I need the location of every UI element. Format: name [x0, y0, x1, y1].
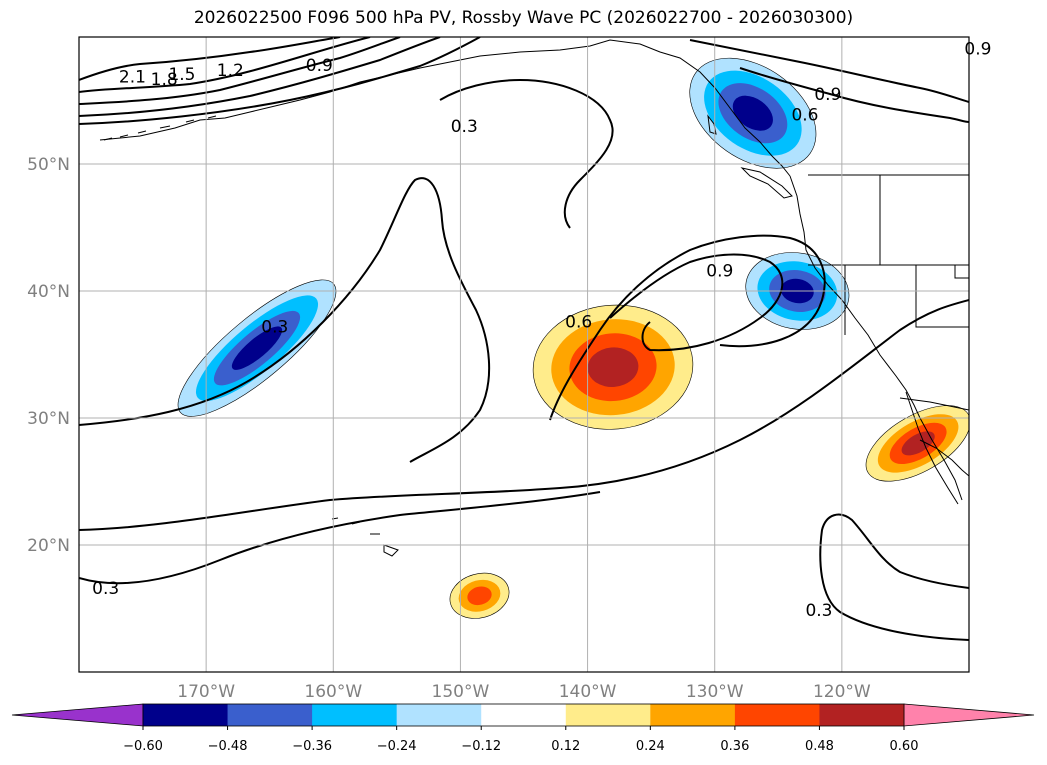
lon-tick-label: 130°W [686, 682, 744, 702]
lat-tick-label: 20°N [27, 536, 70, 556]
contour-0.3-east [819, 513, 969, 641]
colorbar-segment [312, 704, 398, 726]
colorbar-tick-label: −0.24 [377, 739, 417, 754]
contour-label: 0.9 [964, 39, 991, 59]
lon-tick-label: 170°W [177, 682, 235, 702]
lat-tick-label: 30°N [27, 409, 70, 429]
lon-tick-label: 160°W [304, 682, 362, 702]
alaska-coast [99, 39, 791, 177]
anomaly-blob [177, 279, 337, 417]
colorbar-segment [396, 704, 482, 726]
lon-tick-label: 140°W [559, 682, 617, 702]
haida-gwaii [707, 114, 717, 135]
contour-0.3-wave [79, 299, 969, 531]
chart-title: 2026022500 F096 500 hPa PV, Rossby Wave … [193, 8, 854, 28]
colorbar-tick-label: −0.48 [208, 739, 248, 754]
colorbar-tick-label: 0.12 [551, 739, 580, 754]
contour-label: 0.6 [565, 312, 592, 332]
lat-tick-label: 40°N [27, 282, 70, 302]
baja-peninsula [905, 391, 959, 505]
colorbar-tick-label: 0.36 [720, 739, 749, 754]
contour-0.6-northeast [739, 67, 969, 123]
anomaly-level [587, 347, 639, 387]
contour-0.3-south [79, 491, 601, 585]
vancouver-island [740, 167, 793, 199]
colorbar-segment [227, 704, 313, 726]
map-frame [78, 36, 970, 673]
anomaly-blob [865, 405, 969, 482]
contour-label: 1.2 [217, 61, 244, 81]
contour-label: 1.8 [151, 70, 178, 90]
colorbar-segment [734, 704, 820, 726]
lat-tick-labels: 20°N 30°N 40°N 50°N [27, 155, 70, 556]
mexico-coast [919, 439, 969, 477]
contour-2.1 [79, 37, 341, 81]
lon-tick-label: 150°W [432, 682, 490, 702]
colorbar-frame [142, 703, 905, 727]
contour-0.3-north [439, 78, 614, 229]
colorbar-tick-label: 0.60 [890, 739, 919, 754]
graticule [79, 37, 969, 672]
contour-label: 1.5 [168, 65, 195, 85]
colorbar-segment [143, 704, 229, 726]
colorbar-tick-label: 0.24 [636, 739, 665, 754]
colorbar-segment [565, 704, 651, 726]
colorbar-tick-label: −0.60 [123, 739, 163, 754]
colorbar-tick-label: −0.12 [461, 739, 501, 754]
contour-label: 0.6 [791, 105, 818, 125]
colorbar: −0.60 −0.48 −0.36 −0.24 −0.12 0.12 0.24 0.36 0.4… [11, 703, 1035, 754]
contour-label: 0.3 [451, 117, 478, 137]
lon-tick-labels: 170°W 160°W 150°W 140°W 130°W 120°W [177, 682, 871, 702]
anomaly-level [901, 431, 935, 456]
contour-label: 0.3 [261, 318, 288, 338]
coastlines [99, 39, 969, 557]
lon-tick-label: 120°W [813, 682, 871, 702]
state-borders [808, 175, 969, 335]
pv-contours [79, 37, 969, 641]
colorbar-tick-label: −0.36 [292, 739, 332, 754]
contour-label: 0.9 [706, 262, 733, 282]
contour-label: 2.1 [119, 67, 146, 87]
colorbar-segment [819, 704, 905, 726]
anomaly-level [231, 326, 283, 370]
contour-1.8 [79, 37, 371, 93]
aleutian-islands [103, 115, 217, 141]
contour-1.2 [79, 37, 441, 117]
contour-label: 0.9 [306, 56, 333, 76]
colorbar-tick-label: 0.48 [805, 739, 834, 754]
lat-tick-label: 50°N [27, 155, 70, 175]
contour-0.6-wave [549, 234, 826, 421]
colorbar-extend-high [903, 703, 1035, 727]
contour-0.3-loop [79, 177, 491, 463]
anomaly-blob [689, 57, 817, 169]
contour-0.9-northeast [689, 39, 969, 103]
contour-0.9-wave [609, 253, 784, 352]
us-mexico-border [899, 397, 969, 411]
contour-labels: 2.1 1.81.5 1.2 0.90.30.90.60.90.90.60.30.30… [92, 39, 991, 620]
contour-0.9-north [79, 37, 481, 125]
contour-label: 0.3 [805, 601, 832, 621]
anomaly-blob [449, 572, 510, 619]
anomaly-level [467, 586, 492, 606]
west-coast [789, 175, 963, 501]
anomaly-blob [532, 304, 694, 430]
colorbar-segment [650, 704, 736, 726]
anomaly-level [732, 95, 773, 131]
colorbar-segment [481, 704, 567, 726]
colorbar-extend-low [11, 703, 144, 727]
contour-label: 0.9 [814, 85, 841, 105]
contour-label: 0.3 [92, 579, 119, 599]
contour-1.5 [79, 37, 401, 105]
